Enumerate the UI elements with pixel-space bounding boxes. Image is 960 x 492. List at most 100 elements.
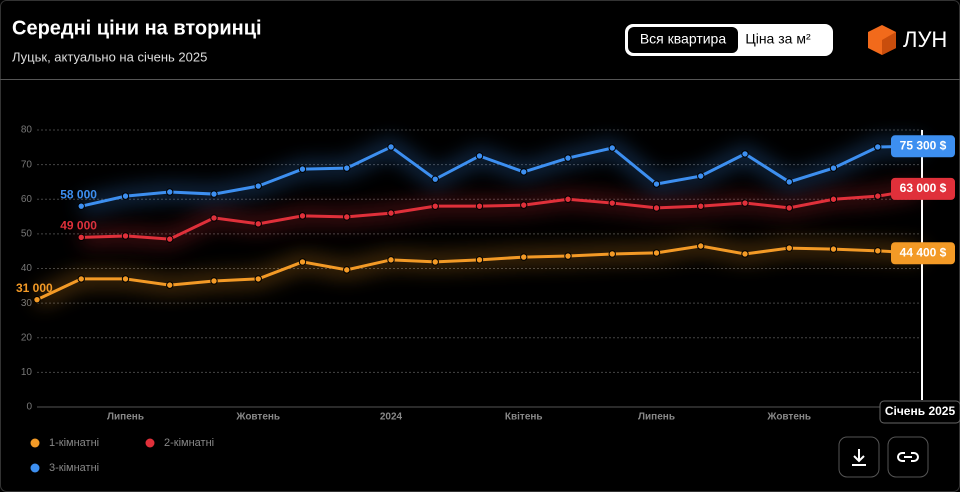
x-tick-label: Жовтень bbox=[235, 412, 280, 423]
value-label: 44 400 $ bbox=[900, 245, 947, 259]
link-icon bbox=[897, 452, 919, 462]
x-tick-label: Квітень bbox=[505, 412, 543, 423]
point bbox=[652, 249, 661, 257]
toggle-option[interactable]: Ціна за м² bbox=[745, 31, 811, 47]
point bbox=[697, 172, 705, 180]
point bbox=[652, 180, 661, 188]
x-tick-label: 2024 bbox=[380, 412, 403, 423]
point bbox=[77, 202, 85, 210]
y-tick-label: 0 bbox=[26, 402, 32, 413]
series-line bbox=[81, 187, 923, 241]
point bbox=[520, 168, 528, 176]
legend-label: 1-кімнатні bbox=[49, 437, 99, 449]
point bbox=[741, 150, 749, 158]
point bbox=[387, 256, 395, 264]
point bbox=[785, 178, 793, 186]
point bbox=[874, 143, 882, 151]
download-icon bbox=[852, 449, 866, 466]
legend-label: 3-кімнатні bbox=[49, 462, 99, 474]
point bbox=[166, 281, 174, 289]
legend-label: 2-кімнатні bbox=[164, 437, 214, 449]
point bbox=[741, 199, 749, 207]
crosshair-label-box bbox=[879, 400, 960, 424]
point bbox=[829, 164, 838, 172]
point bbox=[697, 242, 705, 250]
point bbox=[210, 214, 218, 222]
point bbox=[785, 204, 793, 212]
y-tick-label: 40 bbox=[21, 263, 33, 274]
y-tick-label: 50 bbox=[21, 229, 33, 240]
point bbox=[121, 192, 130, 200]
logo-cube-side bbox=[882, 32, 896, 55]
x-tick-label: Січень 2025 bbox=[885, 404, 956, 418]
point bbox=[343, 266, 351, 274]
point bbox=[298, 165, 307, 173]
legend-marker bbox=[30, 463, 40, 473]
point bbox=[785, 244, 793, 252]
point bbox=[254, 182, 262, 190]
chart-subtitle: Луцьк, актуально на січень 2025 bbox=[12, 49, 207, 64]
point bbox=[343, 213, 351, 221]
series-line bbox=[80, 144, 923, 208]
point bbox=[564, 195, 572, 203]
point bbox=[254, 220, 262, 228]
y-tick-label: 10 bbox=[21, 367, 33, 378]
point bbox=[210, 190, 218, 198]
point bbox=[431, 258, 439, 266]
point bbox=[431, 175, 439, 183]
value-label-box bbox=[891, 242, 955, 265]
legend-marker bbox=[30, 438, 40, 448]
brand: ЛУН bbox=[903, 27, 947, 52]
point bbox=[475, 152, 484, 160]
value-label: 63 000 $ bbox=[900, 181, 947, 195]
point bbox=[652, 204, 661, 212]
y-tick-label: 70 bbox=[21, 159, 33, 170]
legend-marker bbox=[145, 438, 155, 448]
value-label: 58 000 bbox=[60, 187, 97, 201]
value-label: 49 000 bbox=[60, 219, 97, 233]
point bbox=[608, 199, 616, 207]
point bbox=[829, 245, 838, 253]
y-tick-label: 80 bbox=[21, 125, 33, 136]
point bbox=[520, 253, 528, 261]
point bbox=[608, 250, 616, 258]
point bbox=[121, 275, 130, 283]
y-tick-label: 20 bbox=[21, 332, 33, 343]
point bbox=[697, 202, 705, 210]
value-label-box bbox=[891, 135, 955, 158]
point bbox=[33, 295, 41, 304]
plot: 0 10 20 30 40 50 60 70 80 Липень Жовтень 2024 Квітен… bbox=[16, 125, 960, 424]
point bbox=[564, 252, 572, 260]
point bbox=[387, 143, 395, 151]
point bbox=[77, 233, 85, 242]
logo: ЛУН bbox=[868, 25, 947, 55]
point bbox=[298, 212, 307, 220]
point bbox=[475, 256, 484, 264]
point bbox=[343, 164, 351, 172]
y-tick-label: 60 bbox=[21, 194, 33, 205]
x-tick-label: Липень bbox=[107, 412, 144, 423]
point bbox=[254, 275, 262, 283]
y-tick-label: 30 bbox=[21, 298, 33, 309]
point bbox=[166, 235, 174, 243]
toggle-option[interactable]: Вся квартира bbox=[640, 31, 726, 47]
point bbox=[874, 192, 882, 200]
point bbox=[166, 188, 174, 196]
point bbox=[387, 209, 395, 217]
point bbox=[298, 258, 307, 266]
x-tick-label: Жовтень bbox=[766, 412, 811, 423]
point bbox=[77, 275, 85, 283]
value-label: 31 000 bbox=[16, 281, 53, 295]
x-tick-label: Липень bbox=[638, 412, 675, 423]
toggle-active[interactable] bbox=[628, 27, 738, 53]
chart-title: Середні ціни на вторинці bbox=[12, 17, 262, 39]
point bbox=[564, 154, 572, 162]
point bbox=[829, 195, 838, 203]
point bbox=[475, 202, 484, 210]
point bbox=[741, 250, 749, 258]
point bbox=[121, 232, 130, 240]
point bbox=[520, 201, 528, 209]
value-label: 75 300 $ bbox=[900, 138, 947, 152]
